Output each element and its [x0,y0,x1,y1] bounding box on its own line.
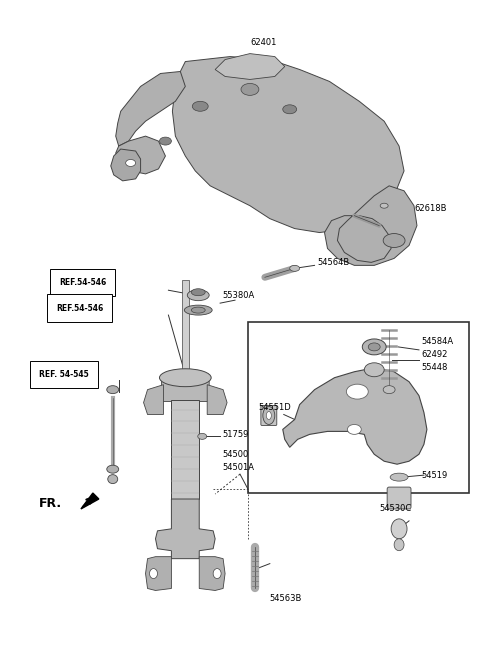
Ellipse shape [290,265,300,271]
Text: 62492: 62492 [421,350,447,359]
Text: 54564B: 54564B [318,258,350,267]
Ellipse shape [348,424,361,434]
Text: 54501A: 54501A [222,463,254,472]
Text: 54530C: 54530C [379,505,411,514]
FancyBboxPatch shape [261,405,277,426]
Polygon shape [116,72,185,146]
FancyBboxPatch shape [387,487,411,509]
Text: 62401: 62401 [250,37,276,47]
Text: 62618B: 62618B [414,204,446,214]
Ellipse shape [362,339,386,355]
Text: 54519: 54519 [421,470,447,480]
Text: REF.54-546: REF.54-546 [56,304,103,313]
Ellipse shape [192,307,205,313]
Polygon shape [283,368,427,464]
Ellipse shape [347,384,368,399]
Ellipse shape [283,105,297,114]
Ellipse shape [187,290,209,301]
Ellipse shape [263,407,275,424]
Bar [248,322,468,493]
Ellipse shape [368,343,380,351]
Ellipse shape [383,233,405,248]
Polygon shape [324,186,417,265]
Text: 54563B: 54563B [270,594,302,603]
Ellipse shape [198,434,207,440]
Text: REF.54-546: REF.54-546 [59,278,106,286]
Text: 55448: 55448 [421,363,447,373]
Polygon shape [156,499,215,558]
Polygon shape [111,149,141,181]
Polygon shape [144,384,164,415]
Ellipse shape [150,568,157,579]
Ellipse shape [394,539,404,551]
Ellipse shape [184,305,212,315]
Polygon shape [116,136,166,174]
Text: 54500: 54500 [222,450,248,459]
Text: 54551D: 54551D [258,403,291,412]
Text: 54584A: 54584A [421,338,453,346]
Polygon shape [207,384,227,415]
Text: 55380A: 55380A [222,290,254,300]
Polygon shape [199,556,225,591]
Polygon shape [145,556,171,591]
Polygon shape [172,57,404,233]
Ellipse shape [159,369,211,387]
Ellipse shape [266,411,271,419]
Ellipse shape [391,519,407,539]
Ellipse shape [107,465,119,473]
Ellipse shape [364,363,384,376]
Text: FR.: FR. [39,497,62,510]
Bar [171,399,199,499]
Ellipse shape [108,474,118,484]
Ellipse shape [126,160,136,166]
Ellipse shape [383,386,395,394]
Polygon shape [81,493,99,509]
Polygon shape [215,54,285,79]
Ellipse shape [380,203,388,208]
Text: REF. 54-545: REF. 54-545 [39,371,89,379]
Text: 51759: 51759 [222,430,249,439]
Ellipse shape [213,568,221,579]
Ellipse shape [107,386,119,394]
Ellipse shape [192,288,205,296]
Ellipse shape [159,137,171,145]
FancyBboxPatch shape [161,376,209,401]
Ellipse shape [241,83,259,95]
Bar [182,281,189,374]
Ellipse shape [390,473,408,481]
Ellipse shape [192,101,208,111]
